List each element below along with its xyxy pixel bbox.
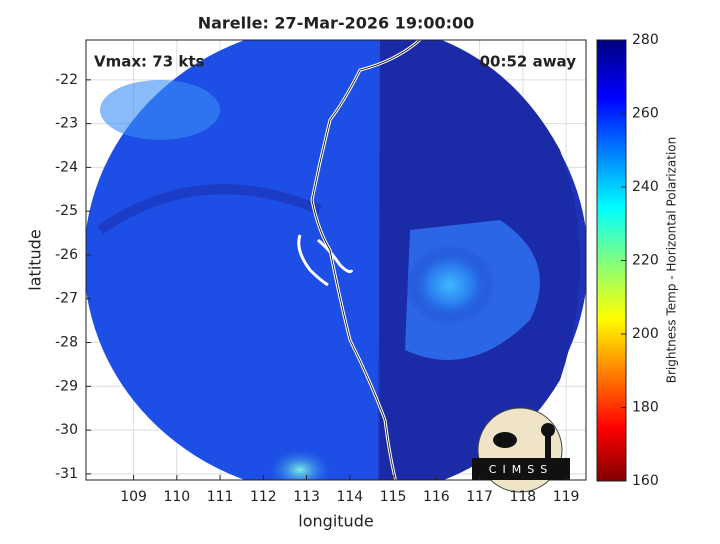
y-tick-label: -29 (55, 378, 78, 394)
y-tick-label: -25 (55, 203, 78, 219)
x-tick-label: 116 (423, 489, 450, 505)
satellite-image (86, 40, 586, 480)
y-tick-label: -31 (55, 466, 78, 482)
x-tick-label: 111 (207, 489, 234, 505)
y-tick-label: -26 (55, 247, 78, 263)
x-tick-label: 113 (293, 489, 320, 505)
colorbar-tick-label: 200 (632, 326, 659, 342)
logo (472, 407, 570, 493)
y-tick-label: -27 (55, 291, 78, 307)
y-tick-label: -28 (55, 335, 78, 351)
x-tick-label: 110 (163, 489, 190, 505)
y-tick-label: -24 (55, 159, 78, 175)
x-tick-label: 109 (120, 489, 147, 505)
x-tick-label: 118 (509, 489, 536, 505)
y-tick-label: -30 (55, 422, 78, 438)
annotation: Vmax: 73 kts (94, 53, 204, 71)
annotation: 00:52 away (480, 53, 577, 71)
colorbar-label: Brightness Temp - Horizontal Polarizatio… (665, 137, 679, 384)
x-tick-label: 112 (250, 489, 277, 505)
x-axis-label: longitude (298, 512, 373, 531)
y-tick-label: -22 (55, 72, 78, 88)
chart-title: Narelle: 27-Mar-2026 19:00:00 (198, 14, 475, 33)
logo-text: CIMSS (489, 463, 553, 476)
colorbar-tick-label: 240 (632, 179, 659, 195)
colorbar-tick-label: 180 (632, 400, 659, 416)
colorbar-tick-label: 260 (632, 106, 659, 122)
plot-frame (85, 39, 587, 481)
colorbar-tick-label: 220 (632, 253, 659, 269)
x-tick-label: 119 (553, 489, 580, 505)
y-tick-label: -23 (55, 116, 78, 132)
x-tick-label: 117 (466, 489, 493, 505)
y-axis-label: latitude (26, 229, 45, 290)
colorbar-tick-label: 160 (632, 473, 659, 489)
x-tick-label: 115 (380, 489, 407, 505)
colorbar-tick-label: 280 (632, 32, 659, 48)
x-tick-label: 114 (336, 489, 363, 505)
